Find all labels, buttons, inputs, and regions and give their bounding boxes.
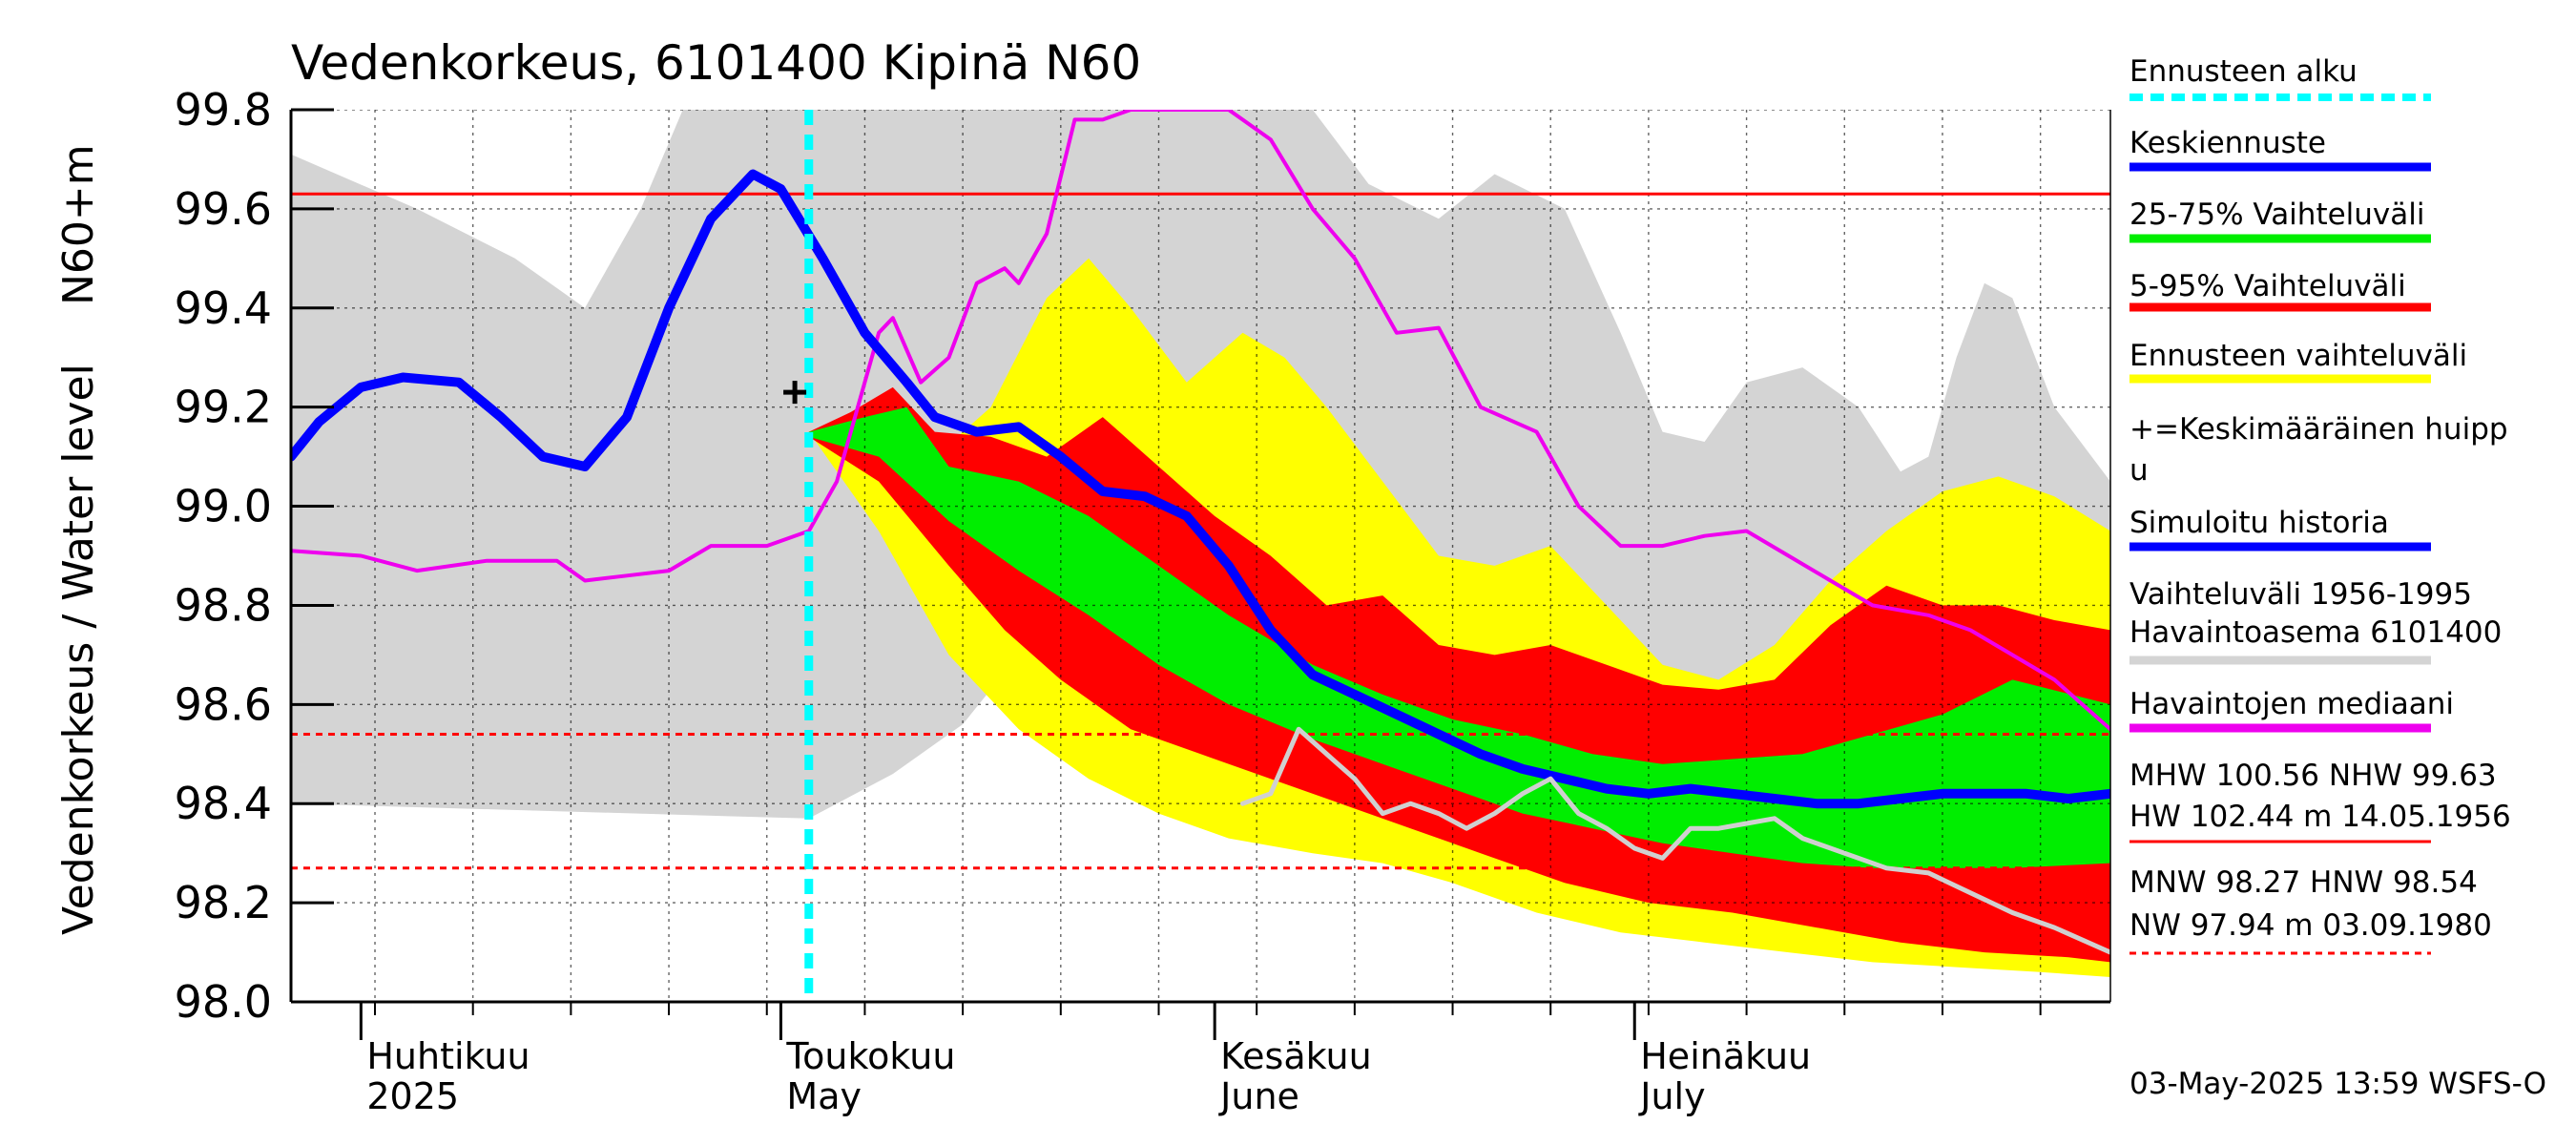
series-line-0 (291, 110, 2110, 732)
y-tick-label: 98.4 (175, 778, 272, 829)
legend-label: Ennusteen vaihteluväli (2129, 339, 2467, 373)
x-month-label: Huhtikuu (366, 1035, 530, 1077)
x-month-label: Kesäkuu (1220, 1035, 1372, 1077)
y-tick-label: 99.4 (175, 282, 272, 334)
legend-label: Havaintojen mediaani (2129, 687, 2454, 721)
x-month-label-en: 2025 (366, 1075, 459, 1117)
legend-label: MHW 100.56 NHW 99.63 (2129, 759, 2497, 793)
chart-title: Vedenkorkeus, 6101400 Kipinä N60 (291, 35, 1141, 91)
legend-label-line2: HW 102.44 m 14.05.1956 (2129, 800, 2511, 834)
x-month-label: Toukokuu (785, 1035, 955, 1077)
band-3 (808, 406, 2110, 868)
y-tick-label: 99.0 (175, 481, 272, 532)
series-line-2 (929, 412, 2110, 809)
legend-label: Ennusteen alku (2129, 54, 2358, 89)
y-axis-label: Vedenkorkeus / Water level (54, 364, 103, 935)
series-line-1 (291, 169, 940, 471)
footer-timestamp: 03-May-2025 13:59 WSFS-O (2129, 1067, 2546, 1101)
y-axis-unit-label: N60+m (54, 144, 103, 305)
legend-label: +=Keskimääräinen huipp (2129, 412, 2508, 447)
plot-clip-group (291, 110, 2110, 1002)
legend-label-line2: u (2129, 453, 2149, 488)
y-tick-label: 99.8 (175, 84, 272, 135)
legend-label: Simuloitu historia (2129, 506, 2389, 540)
y-tick-label: 99.2 (175, 382, 272, 433)
legend: Ennusteen alku Keskiennuste 25-75% Vaihtel… (2129, 54, 2511, 955)
legend-label-line2: NW 97.94 m 03.09.1980 (2129, 908, 2492, 943)
plot-area: 98.0 98.2 98.4 98.6 98.8 99.0 99.2 99.4 99.6 99.8… (175, 84, 2111, 1117)
legend-label: MNW 98.27 HNW 98.54 (2129, 865, 2478, 900)
x-month-label: Heinäkuu (1640, 1035, 1811, 1077)
legend-label: 5-95% Vaihteluväli (2129, 269, 2406, 303)
x-month-label-en: May (786, 1075, 862, 1117)
y-tick-label: 98.8 (175, 579, 272, 631)
legend-label: Keskiennuste (2129, 126, 2326, 160)
x-month-label-en: June (1218, 1075, 1299, 1117)
series-line-3 (1240, 726, 2110, 955)
y-tick-label: 98.6 (175, 678, 272, 730)
y-tick-label: 98.2 (175, 877, 272, 928)
legend-label: 25-75% Vaihteluväli (2129, 198, 2425, 232)
y-tick-label: 98.0 (175, 976, 272, 1028)
x-month-label-en: July (1638, 1075, 1705, 1117)
y-tick-label: 99.6 (175, 183, 272, 235)
legend-label-line2: Havaintoasema 6101400 (2129, 615, 2502, 650)
legend-label: Vaihteluväli 1956-1995 (2129, 577, 2472, 612)
mean-peak-marker (783, 381, 807, 405)
